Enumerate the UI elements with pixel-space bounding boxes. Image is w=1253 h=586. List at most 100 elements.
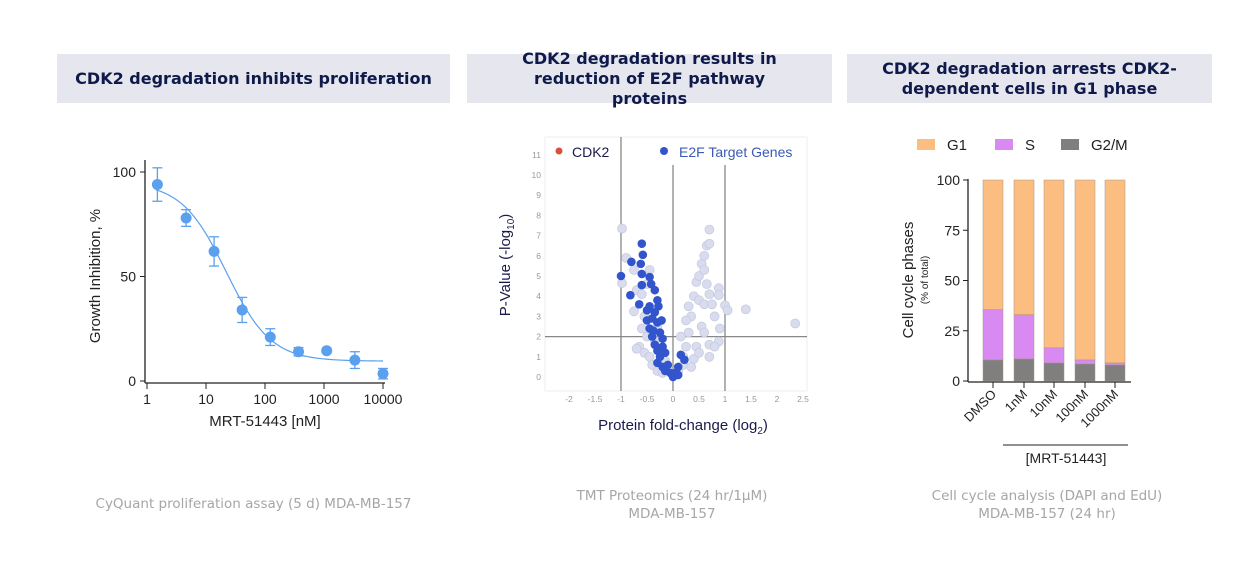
protein-point: [709, 341, 720, 352]
x-tick-label: 0.5: [693, 394, 705, 404]
x-tick-label: 1nM: [1002, 387, 1030, 415]
e2f-point: [680, 355, 689, 365]
protein-point: [631, 343, 642, 354]
protein-point: [681, 341, 691, 352]
x-tick-label: -1: [617, 394, 625, 404]
y-axis-label: P-Value (-log10): [497, 214, 517, 317]
protein-point: [740, 304, 751, 315]
protein-point: [704, 289, 715, 300]
protein-point: [683, 327, 694, 338]
y-tick-label: 10: [532, 170, 542, 180]
data-point: [264, 331, 276, 343]
e2f-point: [634, 299, 644, 309]
e2f-point: [663, 360, 673, 370]
y-axis-label: Cell cycle phases: [900, 222, 917, 339]
protein-point: [644, 351, 655, 362]
bar-s-segment: [1104, 362, 1126, 366]
protein-point: [699, 265, 710, 275]
x-tick-label: 0: [671, 394, 676, 404]
bar-g2m-segment: [1074, 363, 1096, 382]
e2f-point: [626, 290, 635, 300]
data-point: [377, 368, 389, 380]
y-tick-label: 11: [532, 150, 541, 160]
e2f-point: [657, 316, 666, 325]
protein-point: [709, 311, 720, 322]
protein-point: [686, 362, 697, 372]
y-tick-label: 6: [536, 251, 541, 261]
e2f-point: [648, 326, 658, 335]
e2f-point: [654, 302, 663, 311]
legend-label-g1: G1: [947, 137, 967, 154]
panel-3-caption-line-2: MDA-MB-157 (24 hr): [978, 506, 1116, 522]
legend-label-e2f: E2F Target Genes: [679, 144, 792, 160]
x-tick-label: 2.5: [797, 394, 809, 404]
e2f-point: [638, 250, 648, 260]
protein-point: [694, 347, 704, 358]
protein-point: [629, 265, 639, 275]
y-tick-label: 50: [944, 273, 960, 289]
panel-3-caption: Cell cycle analysis (DAPI and EdU) MDA-M…: [847, 487, 1247, 523]
e2f-point: [673, 362, 683, 372]
y-tick-label: 0: [128, 373, 136, 389]
legend-marker-e2f: [660, 147, 668, 155]
protein-point: [699, 327, 710, 338]
protein-point: [636, 289, 647, 300]
x-tick-label: 2: [775, 394, 780, 404]
panel-2-caption: TMT Proteomics (24 hr/1µM) MDA-MB-157: [467, 487, 877, 523]
protein-point: [714, 323, 725, 334]
e2f-point: [673, 370, 683, 380]
x-tick-label: 1.5: [745, 394, 757, 404]
e2f-point: [637, 269, 647, 279]
protein-point: [636, 323, 647, 334]
e2f-point: [642, 306, 652, 315]
bar-g1-segment: [1013, 179, 1035, 315]
y-tick-label: 50: [120, 269, 136, 285]
x-tick-label: 1: [723, 394, 728, 404]
y-tick-label: 2: [536, 332, 541, 342]
e2f-point: [616, 271, 626, 281]
panel-2-caption-line-2: MDA-MB-157: [628, 506, 716, 522]
y-tick-label: 100: [937, 172, 961, 188]
bar-s-segment: [1074, 359, 1096, 365]
legend-marker-cdk2: [555, 147, 563, 155]
e2f-point: [637, 280, 647, 290]
x-tick-label: 10: [198, 391, 214, 407]
e2f-point: [642, 316, 652, 325]
y-tick-label: 8: [536, 210, 541, 220]
legend-label-s: S: [1025, 137, 1035, 154]
x-tick-label: 10000: [364, 391, 403, 407]
protein-point: [681, 315, 691, 326]
bar-s-segment: [1043, 347, 1065, 364]
data-point: [236, 304, 248, 316]
y-axis-label: Growth Inhibition, %: [87, 209, 104, 343]
bar-g2m-segment: [1013, 358, 1035, 382]
legend-swatch-g1: [917, 139, 935, 150]
protein-point: [683, 301, 694, 312]
panel-2-title-text: CDK2 degradation results in reduction of…: [522, 48, 777, 108]
y-tick-label: 1: [536, 352, 541, 362]
data-point: [321, 345, 333, 357]
y-tick-label: 7: [536, 231, 541, 241]
protein-point: [629, 306, 639, 317]
y-tick-label: 0: [952, 373, 960, 389]
e2f-point: [658, 334, 667, 343]
group-label: [MRT-51443]: [1026, 450, 1107, 466]
plot-area: [544, 136, 808, 392]
bar-g1-segment: [1043, 179, 1065, 349]
bar-g2m-segment: [1104, 364, 1126, 382]
y-tick-label: 3: [536, 311, 541, 321]
x-tick-label: 1000: [308, 391, 339, 407]
x-tick-label: -2: [565, 394, 573, 404]
data-point: [349, 354, 361, 366]
panel-3-title: CDK2 degradation arrests CDK2-dependent …: [847, 54, 1212, 103]
x-tick-label: 1: [143, 391, 151, 407]
panel-3-title-text: CDK2 degradation arrests CDK2-dependent …: [882, 58, 1177, 98]
x-tick-label: DMSO: [961, 387, 999, 425]
panel-1-caption: CyQuant proliferation assay (5 d) MDA-MB…: [95, 496, 412, 512]
data-point: [180, 212, 192, 224]
protein-point: [675, 331, 686, 342]
x-tick-label: -1.5: [588, 394, 603, 404]
y-tick-label: 9: [536, 190, 541, 200]
